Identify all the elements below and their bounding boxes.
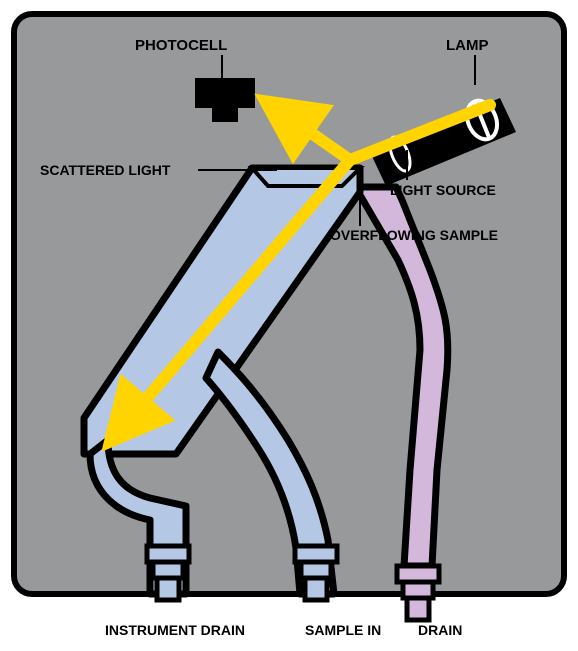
label-photocell: PHOTOCELL xyxy=(135,37,227,54)
photocell-stem xyxy=(212,108,238,122)
photocell-body xyxy=(195,78,255,108)
label-instrument-drain: INSTRUMENT DRAIN xyxy=(105,622,245,638)
label-light-source: LIGHT SOURCE xyxy=(390,182,496,198)
sample-in-fitting xyxy=(305,578,327,600)
label-lamp: LAMP xyxy=(446,37,489,54)
label-sample-in: SAMPLE IN xyxy=(305,622,381,638)
drain-fitting xyxy=(407,598,429,620)
label-scattered-light: SCATTERED LIGHT xyxy=(40,162,171,178)
label-overflowing: OVERFLOWING SAMPLE xyxy=(330,227,498,243)
label-drain: DRAIN xyxy=(418,622,462,638)
instrument-drain-fitting xyxy=(157,578,179,600)
